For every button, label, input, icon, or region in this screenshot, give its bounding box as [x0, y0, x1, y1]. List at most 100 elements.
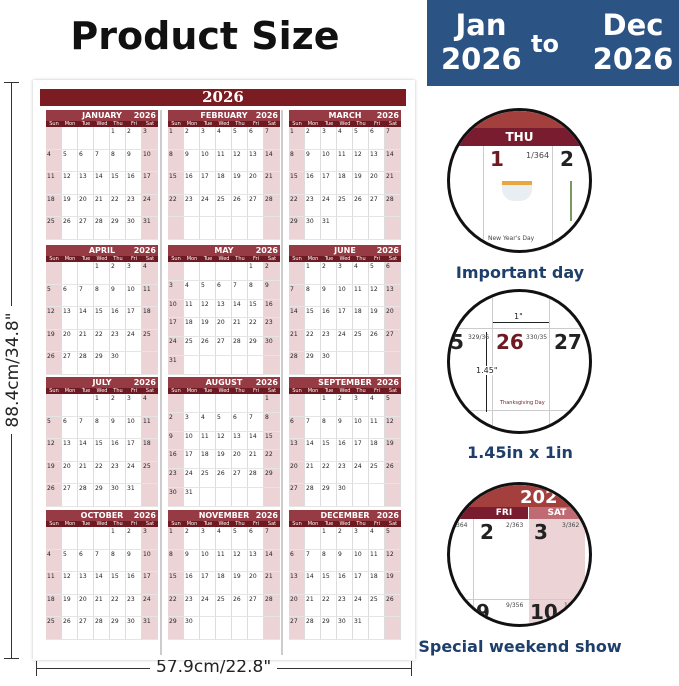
day-cell: 12	[46, 439, 62, 462]
day-number: 26	[496, 330, 524, 354]
day-cell: 28	[385, 194, 401, 218]
day-cell: 6	[289, 549, 305, 573]
day-cell	[289, 262, 305, 285]
day-cell: 23	[305, 194, 321, 218]
day-cell	[289, 527, 305, 550]
day-cell	[385, 217, 401, 240]
day-cell: 25	[184, 337, 200, 357]
day-cell	[353, 352, 369, 375]
day-cell: 22	[305, 329, 321, 353]
day-cell: 15	[248, 299, 264, 319]
grid-line	[549, 292, 550, 431]
day-cell: 5	[353, 127, 369, 150]
day-grid: 1 2 3 4 5 6 7 8 9 10 11 12 13 14 15 16 17 18 19 20 21 22 23 24 2…	[46, 394, 158, 507]
day-cell: 11	[46, 572, 62, 595]
day-cell: 2	[264, 262, 280, 281]
day-number: 2	[560, 147, 574, 171]
day-cell: 25	[216, 194, 232, 218]
day-cell: 9	[126, 149, 142, 173]
day-cell: 3	[126, 262, 142, 285]
day-cell: 19	[46, 461, 62, 485]
height-label: 88.4cm/34.8"	[3, 205, 23, 535]
month-header: JULY 2026	[46, 377, 158, 388]
day-cell: 22	[110, 194, 126, 218]
day-count: 364	[456, 522, 468, 529]
day-cell	[369, 352, 385, 375]
day-cell: 18	[200, 450, 216, 470]
day-cell: 5	[232, 527, 248, 550]
day-cell: 13	[385, 284, 401, 308]
day-cell: 8	[321, 416, 337, 440]
day-cell: 12	[353, 149, 369, 173]
range-to: to	[531, 30, 559, 58]
day-cell: 11	[200, 431, 216, 451]
day-cell: 6	[232, 412, 248, 432]
grid-line	[450, 328, 589, 329]
day-cell	[248, 356, 264, 375]
day-cell: 5	[369, 262, 385, 285]
day-cell	[353, 484, 369, 507]
day-cell: 22	[289, 194, 305, 218]
weekday-label: Thu	[356, 121, 366, 127]
day-cell: 22	[110, 594, 126, 618]
day-cell: 27	[62, 484, 78, 507]
day-cell: 23	[337, 461, 353, 485]
month-name: SEPTEMBER	[318, 378, 372, 387]
weekday-label: Wed	[218, 388, 230, 394]
month-year: 2026	[255, 246, 278, 255]
weekday-row: Sun Mon Tue Wed Thu Fri Sat	[289, 121, 401, 127]
day-cell: 8	[94, 416, 110, 440]
weekday-label: Sun	[292, 521, 302, 527]
dim-tick	[4, 658, 19, 659]
day-cell: 21	[305, 594, 321, 618]
day-cell: 5	[46, 284, 62, 308]
day-cell: 15	[305, 307, 321, 330]
day-cell: 6	[289, 416, 305, 440]
weekday-label: Sun	[292, 256, 302, 262]
day-cell: 19	[385, 572, 401, 595]
weekday-label: Fri	[253, 121, 259, 127]
day-cell: 9	[184, 149, 200, 173]
day-cell: 9	[305, 149, 321, 173]
day-cell	[78, 394, 94, 417]
day-cell: 18	[216, 572, 232, 595]
weekday-label: Tue	[203, 521, 213, 527]
weekday-label: Mon	[186, 256, 198, 262]
month-header: AUGUST 2026	[168, 377, 280, 388]
day-cell: 17	[184, 450, 200, 470]
day-count: 3/362	[562, 522, 580, 529]
day-cell: 2	[337, 394, 353, 417]
month-september: SEPTEMBER 2026 Sun Mon Tue Wed Thu Fri Sat 1 2 3 4 5 6…	[289, 377, 401, 507]
weekday-label: Thu	[235, 388, 245, 394]
weekday-label: Sun	[171, 388, 181, 394]
day-cell: 13	[78, 172, 94, 195]
day-cell: 18	[184, 318, 200, 338]
day-cell: 30	[110, 484, 126, 507]
weekday-label: Wed	[339, 256, 351, 262]
weekday-label: Sun	[49, 256, 59, 262]
weekday-label: Fri	[374, 256, 380, 262]
day-cell: 9	[126, 549, 142, 573]
day-cell: 3	[184, 412, 200, 432]
day-cell	[264, 217, 280, 240]
day-cell: 22	[168, 194, 184, 218]
month-year: 2026	[255, 511, 278, 520]
weekday-row: Sun Mon Tue Wed Thu Fri Sat	[168, 521, 280, 527]
day-cell: 25	[216, 594, 232, 618]
holiday-label: New Year's Day	[488, 235, 535, 242]
day-cell: 19	[232, 572, 248, 595]
month-name: JUNE	[334, 246, 356, 255]
day-cell: 7	[305, 416, 321, 440]
day-cell: 28	[305, 484, 321, 507]
day-cell: 21	[232, 318, 248, 338]
day-cell: 4	[353, 262, 369, 285]
weekday-header: SAT	[529, 507, 585, 519]
day-cell: 29	[264, 469, 280, 489]
weekday-label: Sat	[388, 121, 398, 127]
day-cell: 8	[94, 284, 110, 308]
day-cell: 27	[232, 469, 248, 489]
day-cell: 2	[110, 262, 126, 285]
day-cell: 8	[305, 284, 321, 308]
month-year: 2026	[133, 246, 156, 255]
month-year: 2026	[376, 378, 399, 387]
